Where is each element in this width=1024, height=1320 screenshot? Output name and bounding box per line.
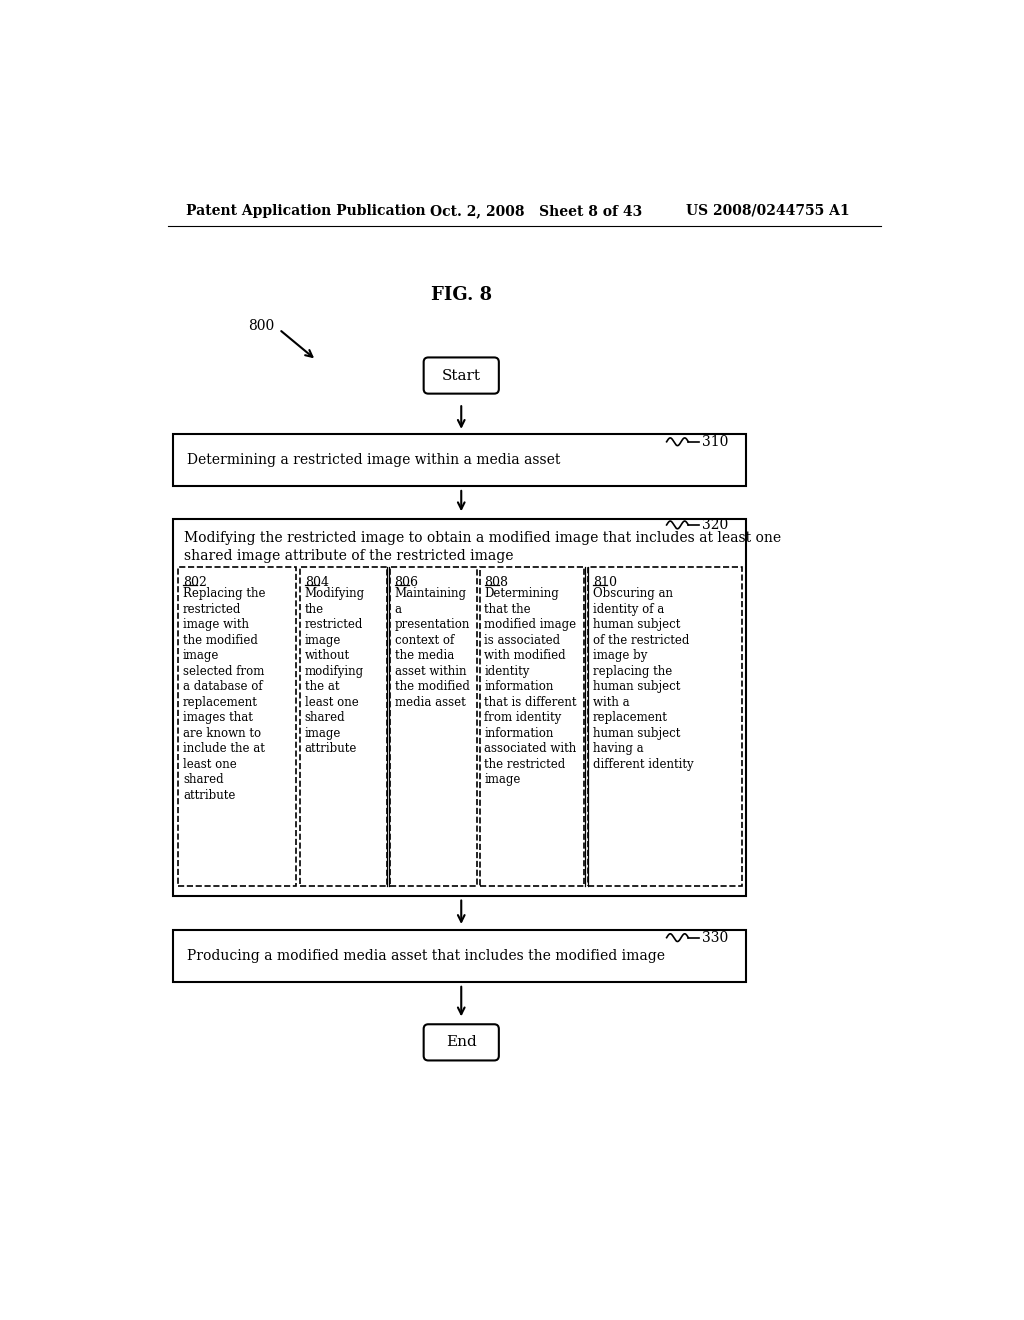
Text: 802: 802 — [183, 576, 207, 589]
Text: FIG. 8: FIG. 8 — [431, 286, 492, 305]
Text: 804: 804 — [305, 576, 329, 589]
Text: 800: 800 — [248, 319, 274, 333]
Text: Modifying the restricted image to obtain a modified image that includes at least: Modifying the restricted image to obtain… — [183, 531, 781, 564]
Text: Obscuring an
identity of a
human subject
of the restricted
image by
replacing th: Obscuring an identity of a human subject… — [593, 587, 693, 771]
Text: Producing a modified media asset that includes the modified image: Producing a modified media asset that in… — [187, 949, 665, 964]
Text: 320: 320 — [702, 517, 728, 532]
Text: Oct. 2, 2008   Sheet 8 of 43: Oct. 2, 2008 Sheet 8 of 43 — [430, 203, 642, 218]
Bar — [173, 519, 746, 896]
Text: Patent Application Publication: Patent Application Publication — [186, 203, 426, 218]
Text: 330: 330 — [702, 931, 728, 945]
Text: 806: 806 — [394, 576, 419, 589]
Text: Replacing the
restricted
image with
the modified
image
selected from
a database : Replacing the restricted image with the … — [183, 587, 265, 801]
Bar — [589, 566, 741, 886]
Bar — [300, 566, 387, 886]
Text: Maintaining
a
presentation
context of
the media
asset within
the modified
media : Maintaining a presentation context of th… — [394, 587, 470, 709]
Bar — [173, 929, 746, 982]
Text: Determining a restricted image within a media asset: Determining a restricted image within a … — [187, 453, 560, 467]
Bar — [390, 566, 477, 886]
FancyBboxPatch shape — [424, 1024, 499, 1060]
Bar — [178, 566, 296, 886]
Text: Determining
that the
modified image
is associated
with modified
identity
informa: Determining that the modified image is a… — [484, 587, 577, 787]
Text: Start: Start — [441, 368, 480, 383]
Text: End: End — [445, 1035, 476, 1049]
Text: 808: 808 — [484, 576, 509, 589]
Text: 810: 810 — [593, 576, 617, 589]
Bar — [480, 566, 585, 886]
Text: 310: 310 — [702, 434, 729, 449]
Text: US 2008/0244755 A1: US 2008/0244755 A1 — [686, 203, 850, 218]
FancyBboxPatch shape — [424, 358, 499, 393]
Bar — [173, 434, 746, 487]
Text: Modifying
the
restricted
image
without
modifying
the at
least one
shared
image
a: Modifying the restricted image without m… — [305, 587, 365, 755]
